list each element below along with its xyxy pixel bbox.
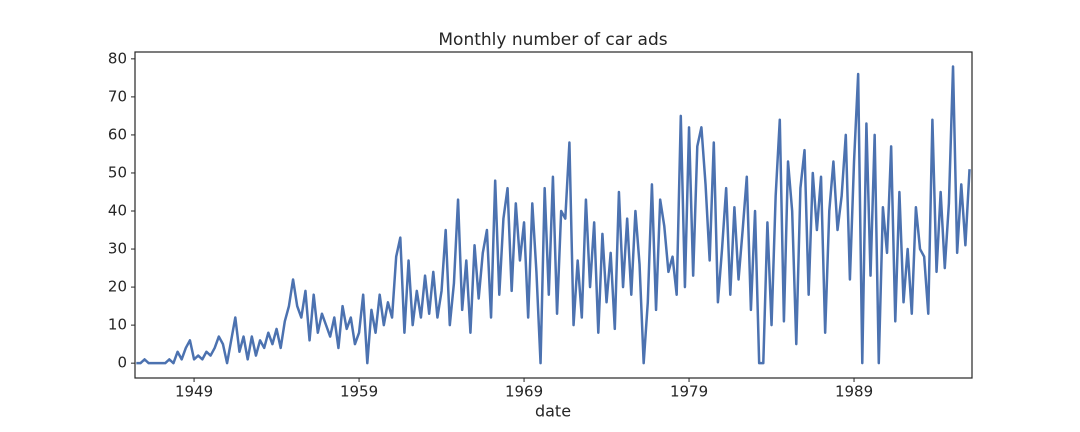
y-tick-label: 60 xyxy=(108,125,127,143)
y-tick-label: 30 xyxy=(108,240,127,258)
x-tick-label: 1969 xyxy=(505,383,543,401)
y-tick-label: 40 xyxy=(108,202,127,220)
y-tick-label: 0 xyxy=(117,354,127,372)
y-tick-label: 70 xyxy=(108,87,127,105)
x-axis-label: date xyxy=(535,402,571,421)
y-tick-label: 20 xyxy=(108,278,127,296)
x-tick-label: 1949 xyxy=(175,383,213,401)
y-tick-label: 10 xyxy=(108,316,127,334)
y-tick-label: 80 xyxy=(108,49,127,67)
plot-frame xyxy=(134,51,973,379)
x-tick-label: 1979 xyxy=(670,383,708,401)
y-tick-label: 50 xyxy=(108,163,127,181)
x-tick-label: 1989 xyxy=(835,383,873,401)
x-tick-label: 1959 xyxy=(340,383,378,401)
data-line xyxy=(136,65,971,365)
chart-title: Monthly number of car ads xyxy=(438,30,667,50)
